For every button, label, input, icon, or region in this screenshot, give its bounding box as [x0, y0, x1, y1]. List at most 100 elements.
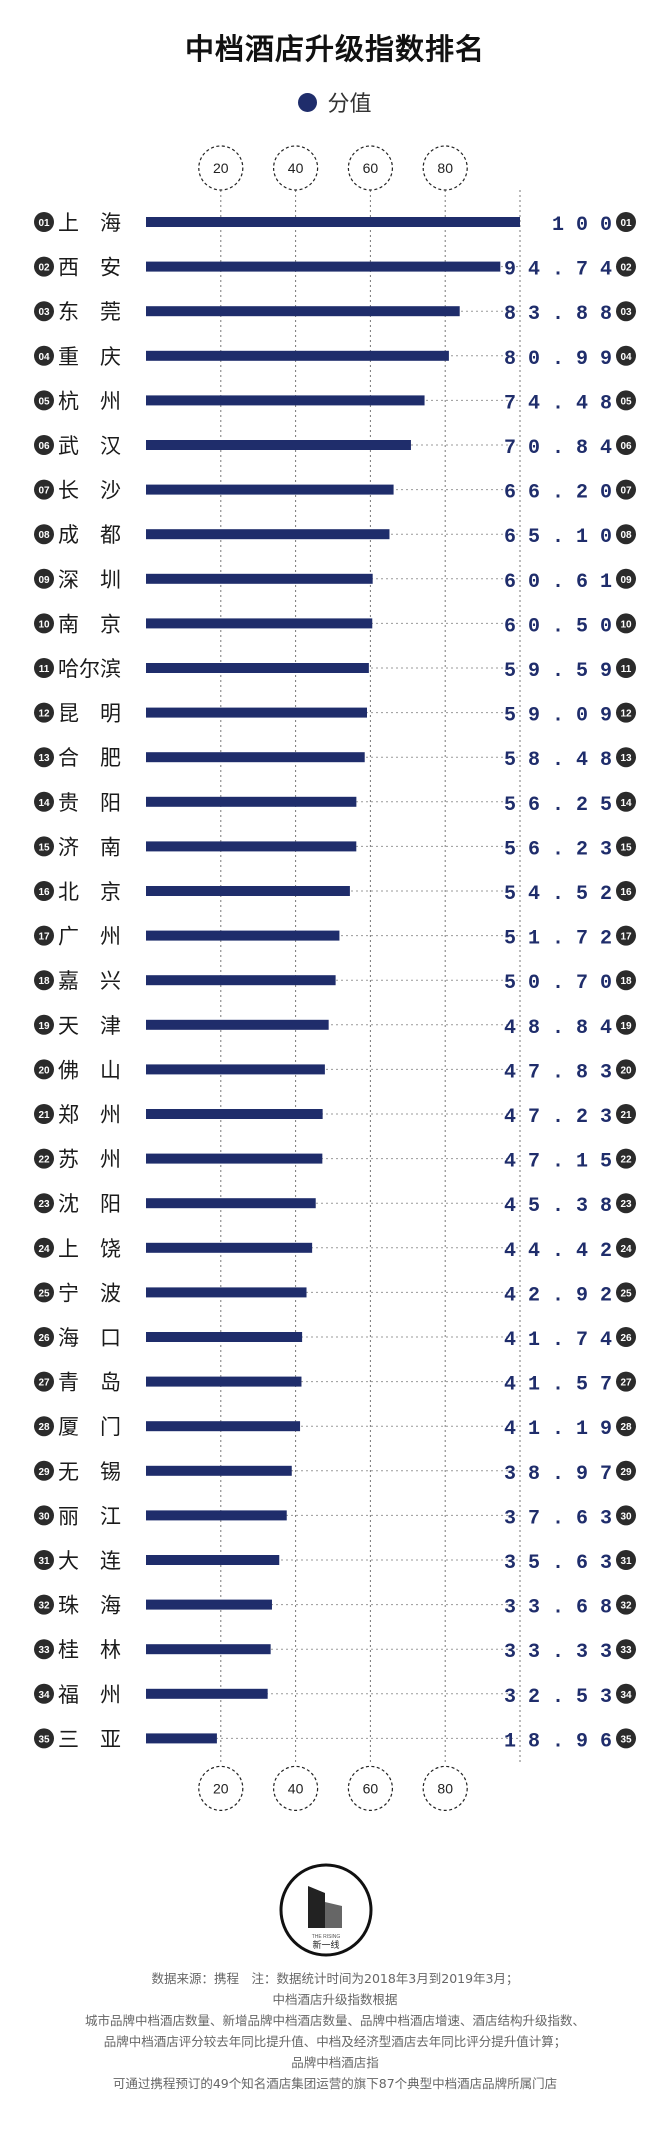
city-label: 南 京: [58, 612, 121, 636]
bar: [146, 1644, 271, 1655]
tick-label: 40: [288, 1780, 304, 1796]
rank-badge-right: [616, 1104, 636, 1124]
value-label: 4 7 . 2 3: [504, 1106, 612, 1129]
rank-label: 11: [39, 664, 50, 675]
rank-badge-left: [34, 1148, 54, 1169]
tick-circle-top: [422, 145, 468, 191]
bar: [146, 395, 425, 406]
rank-label: 24: [38, 1244, 50, 1255]
tick-label: 60: [363, 1780, 379, 1796]
rank-badge-left: [34, 1550, 54, 1570]
city-label: 武 汉: [58, 434, 121, 458]
rank-badge-right: [616, 568, 636, 589]
value-label: 4 5 . 3 8: [504, 1195, 612, 1218]
rank-label: 23: [38, 1199, 50, 1210]
city-label: 西 安: [58, 256, 121, 280]
value-label: 5 8 . 4 8: [504, 749, 612, 772]
city-label: 成 都: [58, 523, 121, 547]
rank-label: 08: [620, 530, 632, 541]
logo-small-text: THE RISING: [312, 1934, 341, 1940]
value-label: 8 0 . 9 9: [504, 348, 612, 371]
rank-label: 14: [38, 798, 50, 809]
logo-caption: 新一线: [312, 1939, 339, 1951]
rank-label: 03: [38, 307, 50, 318]
rank-badge-left: [34, 1327, 54, 1347]
value-label: 6 5 . 1 0: [504, 526, 612, 549]
rank-label: 28: [620, 1422, 632, 1433]
rank-badge-right: [616, 1014, 636, 1035]
city-label: 福 州: [58, 1683, 121, 1707]
rank-badge-left: [34, 970, 54, 991]
rank-label: 31: [620, 1556, 632, 1567]
rank-label: 06: [620, 441, 632, 452]
rank-label: 18: [38, 976, 50, 987]
rank-label: 29: [38, 1467, 50, 1478]
rank-badge-right: [616, 658, 636, 678]
city-label: 长 沙: [58, 479, 121, 503]
city-label: 沈 阳: [58, 1192, 121, 1216]
rank-label: 27: [38, 1378, 50, 1389]
tick-circle-top: [198, 145, 244, 191]
rank-label: 21: [620, 1110, 632, 1121]
rank-badge-left: [34, 925, 54, 946]
rank-label: 16: [38, 887, 50, 898]
rank-label: 07: [38, 486, 50, 497]
rank-badge-right: [616, 1550, 636, 1570]
value-label: 5 9 . 0 9: [504, 705, 612, 728]
rank-label: 33: [38, 1645, 50, 1656]
city-label: 上 饶: [58, 1237, 121, 1261]
rank-label: 22: [620, 1155, 632, 1166]
value-label: 6 0 . 6 1: [504, 571, 612, 594]
value-label: 5 4 . 5 2: [504, 883, 612, 906]
rank-label: 10: [620, 619, 632, 630]
value-label: 4 1 . 7 4: [504, 1329, 612, 1352]
rank-label: 14: [620, 798, 632, 809]
bar: [146, 975, 336, 986]
value-label: 5 6 . 2 3: [504, 838, 612, 861]
rank-label: 17: [620, 932, 632, 943]
rank-label: 10: [38, 619, 50, 630]
city-label: 天 津: [58, 1014, 121, 1038]
rank-badge-right: [616, 1148, 636, 1169]
rank-label: 18: [620, 976, 632, 987]
rank-label: 22: [38, 1155, 50, 1166]
bar: [146, 930, 340, 941]
city-label: 东 莞: [58, 300, 121, 324]
rank-label: 16: [620, 887, 632, 898]
bar: [146, 1510, 287, 1521]
rank-badge-left: [34, 390, 54, 411]
footer-line: 品牌中档酒店评分较去年同比提升值、中档及经济型酒店去年同比评分提升值计算；: [103, 2034, 567, 2049]
city-label: 三 亚: [58, 1727, 121, 1751]
footer-line: 城市品牌中档酒店数量、新增品牌中档酒店数量、品牌中档酒店增速、酒店结构升级指数、: [84, 2013, 585, 2028]
bar: [146, 886, 350, 896]
city-label: 广 州: [58, 925, 121, 949]
rank-label: 23: [620, 1199, 632, 1210]
rank-badge-right: [616, 345, 636, 366]
value-label: 4 1 . 5 7: [504, 1374, 612, 1397]
tick-label: 80: [437, 160, 453, 176]
rank-badge-left: [34, 1282, 54, 1303]
city-label: 海 口: [58, 1326, 121, 1350]
rank-badge-right: [616, 1282, 636, 1303]
rank-label: 15: [620, 842, 632, 853]
tick-circle-top: [273, 145, 319, 191]
bar: [146, 841, 357, 852]
rank-badge-left: [34, 1460, 54, 1481]
rank-label: 26: [38, 1333, 50, 1344]
value-label: 3 7 . 6 3: [504, 1507, 612, 1530]
city-label: 桂 林: [58, 1638, 121, 1662]
bar: [146, 796, 357, 807]
value-label: 8 3 . 8 8: [504, 303, 612, 326]
rank-badge-left: [34, 747, 54, 768]
city-label: 重 庆: [58, 345, 121, 369]
footer-line: 品牌中档酒店指: [291, 2055, 379, 2070]
rank-label: 01: [38, 218, 50, 229]
city-label: 珠 海: [58, 1594, 121, 1618]
bar: [146, 306, 460, 317]
rank-label: 32: [38, 1601, 50, 1612]
bar: [146, 1109, 323, 1119]
bar: [146, 1376, 302, 1387]
tick-circle-bottom: [198, 1765, 244, 1812]
rank-label: 06: [38, 441, 50, 452]
value-label: 1 0 0: [552, 214, 612, 237]
